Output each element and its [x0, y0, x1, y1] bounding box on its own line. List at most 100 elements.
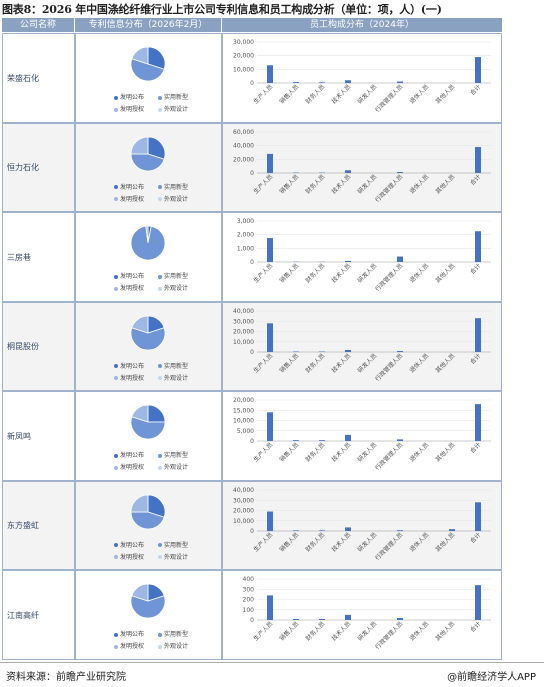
patent-pie-cell: 发明公布 实用新型 发明授权 外观设计 — [75, 301, 222, 391]
x-tick-label: 生产人员 — [252, 620, 275, 643]
pie-slice-2 — [130, 595, 166, 619]
legend-swatch — [158, 376, 162, 380]
staff-bar-cell: 0 20,000 40,000 60,000 生产人员 销售人员 财务人员 技术人员 研发人员行… — [222, 122, 502, 212]
x-tick-label: 技术人员 — [330, 262, 353, 285]
bar-3 — [319, 618, 325, 620]
legend-label: 实用新型 — [164, 94, 189, 101]
y-tick-label: 30,000 — [233, 497, 254, 504]
patent-pie-chart — [130, 315, 166, 350]
patent-pie-chart — [130, 404, 166, 440]
bar-6 — [397, 617, 403, 620]
legend-swatch — [114, 644, 118, 649]
bar-2 — [293, 350, 299, 352]
x-tick-label: 合计 — [468, 351, 482, 365]
y-tick-label: 10,000 — [233, 418, 254, 425]
x-tick-label: 销售人员 — [278, 351, 301, 374]
bar-4 — [345, 526, 351, 531]
x-tick-label: 行政管理人员 — [373, 441, 404, 472]
pie-slice-2 — [130, 416, 166, 440]
bar-9 — [475, 501, 481, 531]
bar-9 — [475, 146, 481, 173]
x-tick-label: 财务人员 — [304, 83, 327, 106]
x-tick-label: 退休人员 — [408, 441, 431, 464]
y-tick-label: 20,000 — [233, 156, 254, 163]
legend-swatch — [114, 543, 118, 547]
company-cell: 东方盛虹 — [2, 480, 75, 570]
bar-8 — [449, 528, 455, 531]
legend-swatch — [114, 185, 118, 189]
y-tick-label: 0 — [250, 80, 254, 87]
legend-label: 实用新型 — [164, 452, 189, 459]
company-cell: 恒力石化 — [2, 122, 75, 212]
x-tick-label: 生产人员 — [252, 441, 275, 464]
y-tick-label: 0 — [250, 259, 254, 266]
patent-pie-chart — [130, 494, 166, 529]
x-tick-label: 合计 — [468, 441, 482, 455]
patent-pie-cell: 发明公布 实用新型 发明授权 外观设计 — [75, 391, 222, 481]
bar-4 — [345, 260, 351, 262]
staff-bar-chart: 0 20,000 40,000 60,000 生产人员 销售人员 财务人员 技术人员 研发人员行… — [233, 129, 491, 203]
y-tick-label: 20,000 — [233, 328, 254, 335]
legend-swatch — [158, 95, 162, 100]
staff-bar-cell: 0 5,000 10,000 15,000 20,000 生产人员 销售人员 财务人员 技术人员… — [222, 391, 502, 481]
legend-label: 外观设计 — [164, 374, 189, 382]
pie-slice-3 — [131, 315, 149, 334]
x-tick-label: 技术人员 — [330, 351, 353, 374]
x-tick-label: 合计 — [468, 172, 482, 186]
y-tick-label: 20,000 — [233, 397, 254, 404]
legend-swatch — [158, 644, 162, 649]
legend-label: 外观设计 — [164, 285, 189, 292]
legend-label: 实用新型 — [164, 183, 189, 191]
brand-note: @前瞻经济学人APP — [447, 672, 536, 683]
bar-4 — [345, 349, 351, 352]
legend-label: 发明公布 — [120, 452, 145, 459]
pie-slice-3 — [131, 46, 149, 65]
y-tick-label: 10,000 — [233, 66, 254, 73]
legend-swatch — [158, 185, 162, 189]
bar-9 — [475, 231, 481, 262]
x-tick-label: 合计 — [468, 83, 482, 97]
legend-swatch — [158, 107, 162, 112]
x-tick-label: 退休人员 — [408, 351, 431, 374]
x-tick-label: 销售人员 — [278, 262, 301, 285]
legend-label: 发明授权 — [120, 285, 145, 292]
bar-6 — [397, 81, 403, 83]
legend-label: 发明公布 — [120, 362, 145, 370]
header-staff: 员工构成分布（2024年） — [222, 18, 502, 32]
x-tick-label: 技术人员 — [330, 441, 353, 464]
x-tick-label: 行政管理人员 — [373, 83, 404, 114]
legend-label: 外观设计 — [164, 464, 189, 471]
pie-slice-2 — [130, 326, 166, 350]
header-company: 公司名称 — [2, 18, 74, 32]
y-tick-label: 5,000 — [237, 428, 254, 435]
legend-swatch — [158, 453, 162, 458]
staff-bar-cell: 0 10,000 20,000 30,000 生产人员 销售人员 财务人员 技术人员 研发人员行… — [222, 33, 502, 123]
y-tick-label: 0 — [250, 438, 254, 445]
company-cell: 三房巷 — [2, 212, 75, 302]
x-tick-label: 技术人员 — [330, 83, 353, 106]
legend-label: 外观设计 — [164, 553, 189, 561]
x-tick-label: 退休人员 — [408, 530, 431, 553]
x-tick-label: 生产人员 — [252, 83, 275, 106]
pie-legend-item: 发明公布 — [114, 629, 144, 638]
x-tick-label: 生产人员 — [252, 351, 275, 374]
company-name: 三房巷 — [7, 252, 31, 262]
x-tick-label: 合计 — [468, 262, 482, 276]
x-tick-label: 财务人员 — [304, 530, 327, 553]
company-name: 东方盛虹 — [7, 521, 39, 531]
patent-pie-chart — [130, 583, 166, 619]
bar-1 — [267, 322, 273, 352]
x-tick-label: 技术人员 — [330, 620, 353, 643]
legend-swatch — [114, 197, 118, 201]
pie-legend-item: 外观设计 — [158, 552, 188, 561]
x-tick-label: 退休人员 — [408, 172, 431, 195]
pie-legend-item: 发明授权 — [114, 104, 144, 113]
pie-legend-item: 发明公布 — [114, 450, 144, 459]
staff-bar-cell: 0 1,000 2,000 3,000 生产人员 销售人员 财务人员 技术人员 研发人员 行政管理… — [222, 212, 502, 302]
pie-legend-item: 发明公布 — [114, 92, 144, 101]
pie-slice-3 — [130, 136, 149, 154]
x-tick-label: 财务人员 — [304, 172, 327, 195]
company-cell: 桐昆股份 — [2, 301, 75, 391]
y-tick-label: 30,000 — [233, 318, 254, 325]
patent-pie-cell: 发明公布 实用新型 发明授权 外观设计 — [75, 480, 222, 570]
